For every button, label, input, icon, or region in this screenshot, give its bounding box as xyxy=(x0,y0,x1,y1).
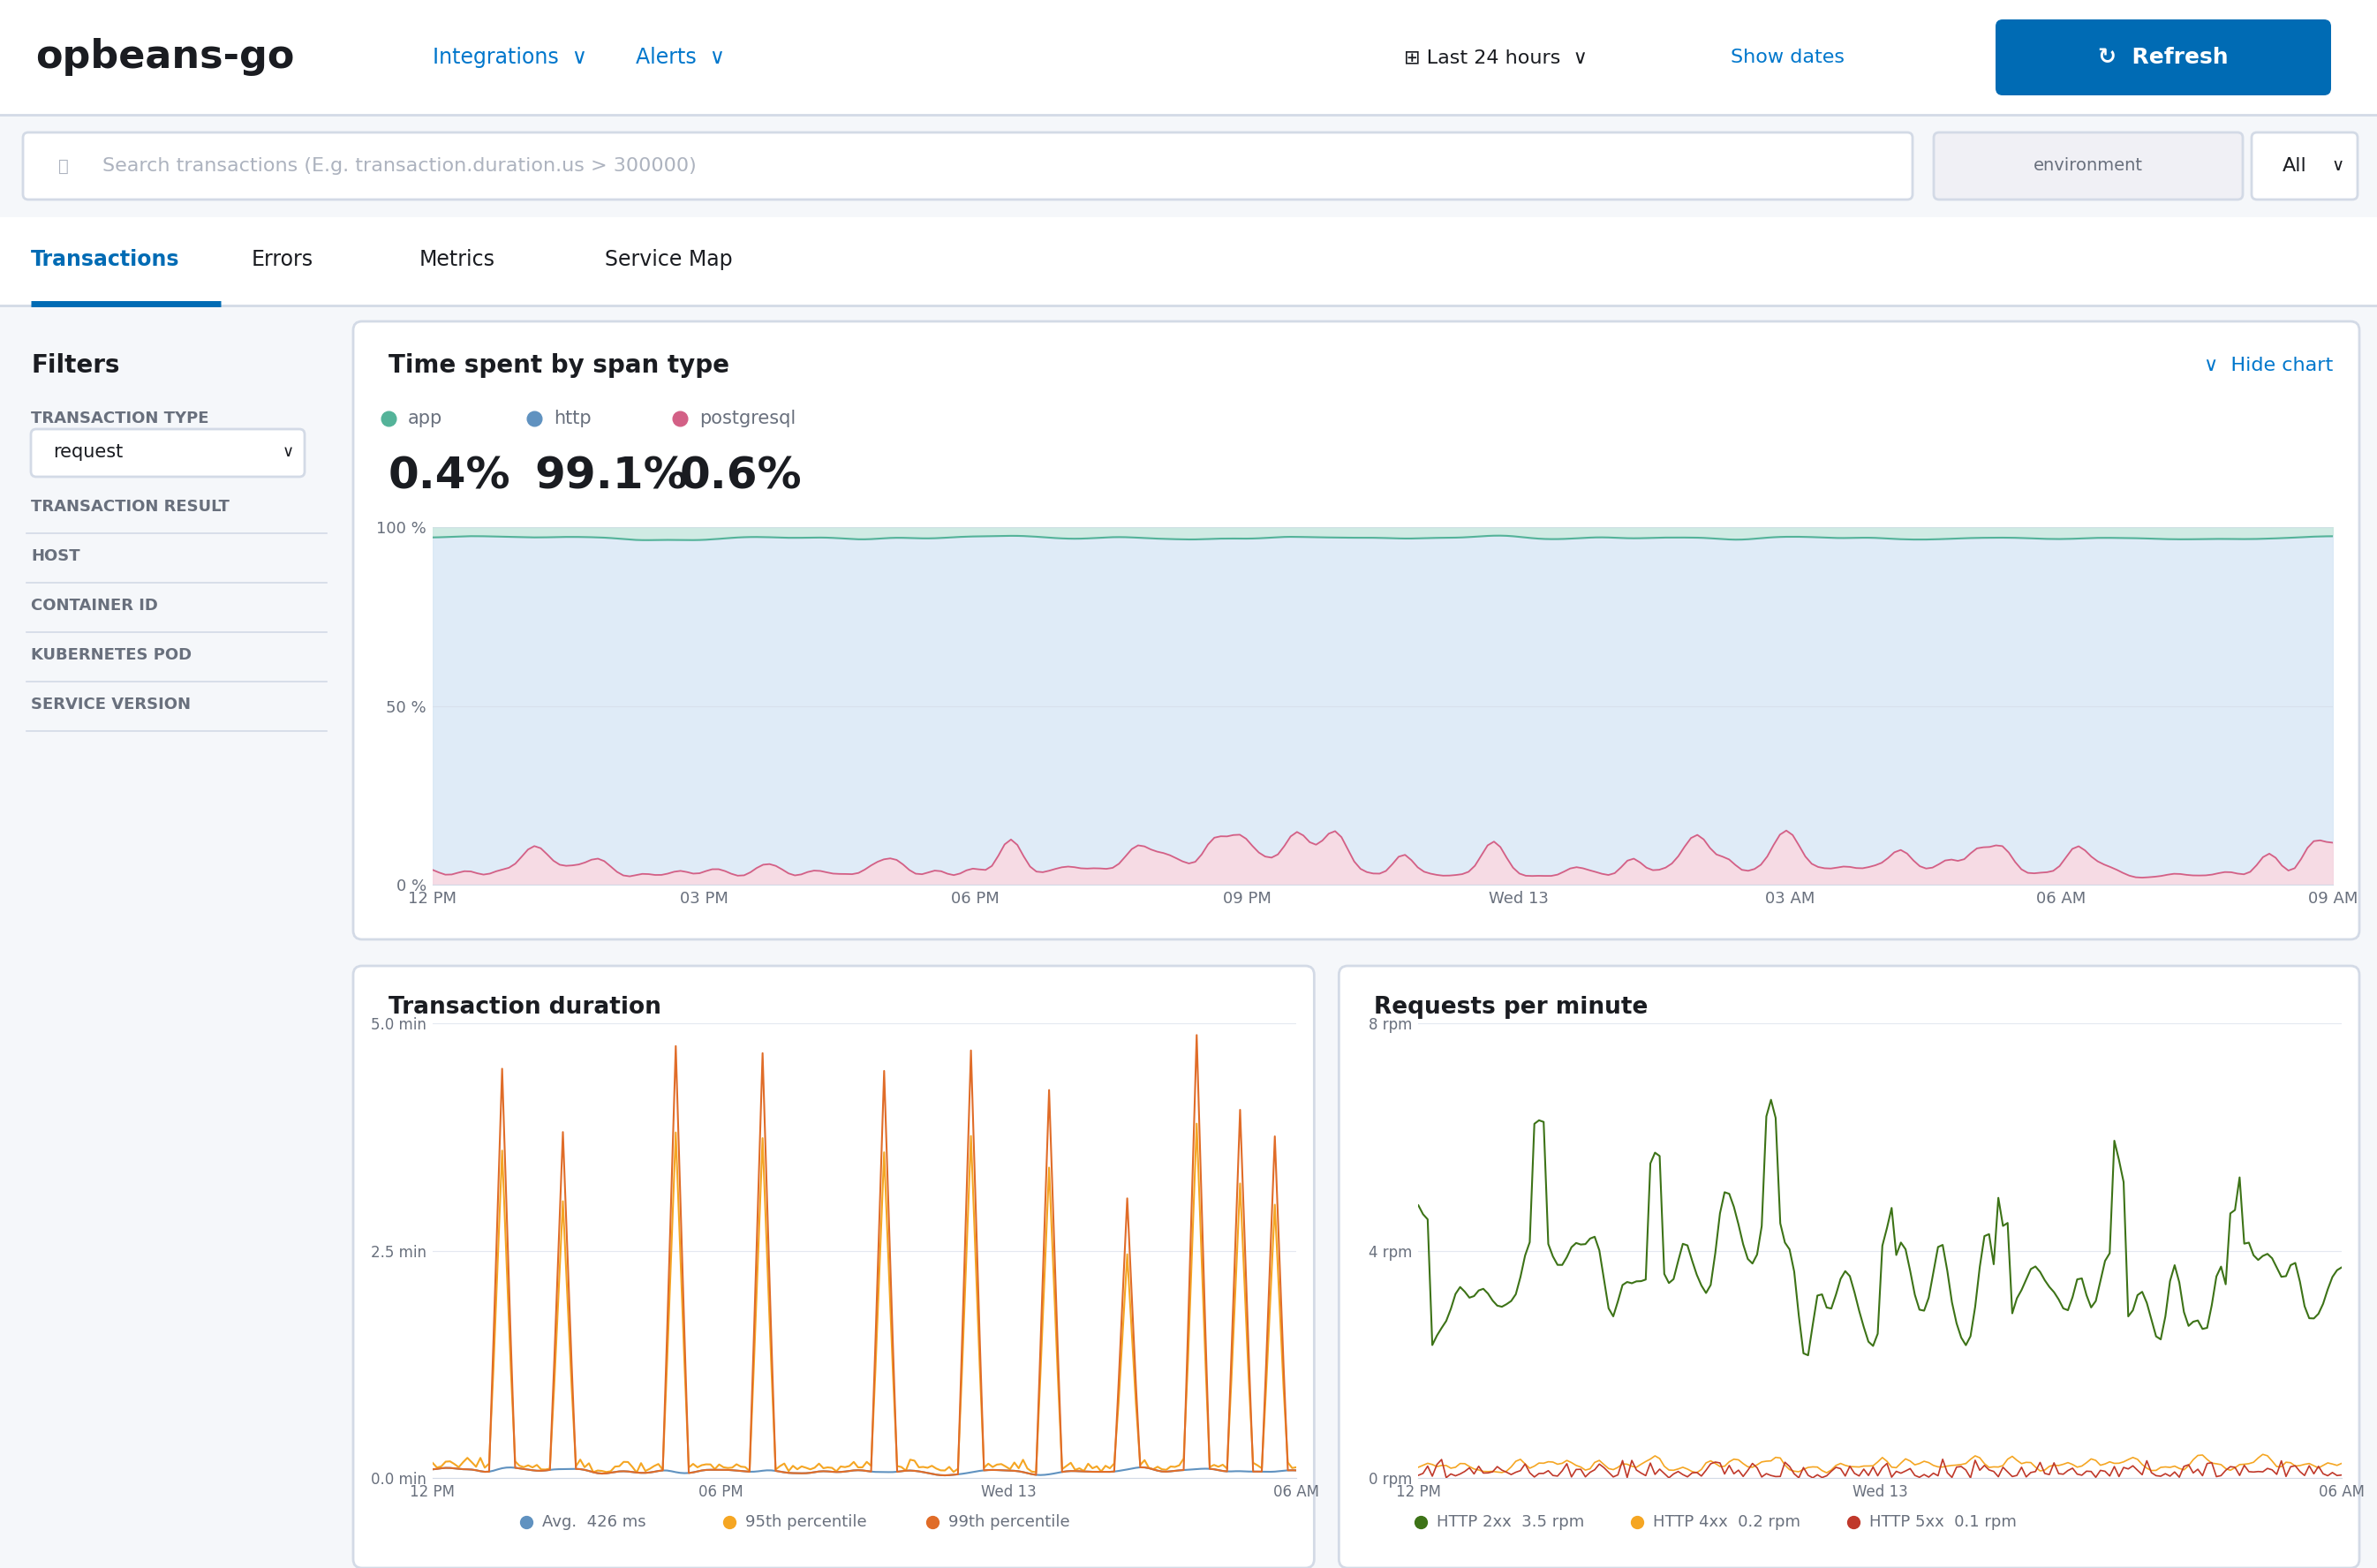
Text: Filters: Filters xyxy=(31,353,119,378)
Text: request: request xyxy=(52,444,124,461)
Text: 99.1%: 99.1% xyxy=(535,455,687,497)
Text: 🔍: 🔍 xyxy=(59,158,69,174)
Text: Requests per minute: Requests per minute xyxy=(1374,996,1647,1019)
Text: postgresql: postgresql xyxy=(699,409,796,428)
Text: Errors: Errors xyxy=(252,249,314,270)
FancyBboxPatch shape xyxy=(0,218,2377,306)
Text: 0.6%: 0.6% xyxy=(680,455,803,497)
FancyBboxPatch shape xyxy=(0,114,2377,218)
FancyBboxPatch shape xyxy=(0,0,2377,114)
FancyBboxPatch shape xyxy=(354,321,2360,939)
Text: Transaction duration: Transaction duration xyxy=(387,996,661,1019)
Text: All: All xyxy=(2282,157,2308,174)
FancyBboxPatch shape xyxy=(354,966,1314,1568)
Text: 0.4%: 0.4% xyxy=(387,455,511,497)
Text: SERVICE VERSION: SERVICE VERSION xyxy=(31,696,190,712)
Text: Show dates: Show dates xyxy=(1730,49,1845,66)
Text: CONTAINER ID: CONTAINER ID xyxy=(31,597,157,613)
Text: HTTP 5xx  0.1 rpm: HTTP 5xx 0.1 rpm xyxy=(1868,1515,2016,1530)
Text: ⊞ Last 24 hours  ∨: ⊞ Last 24 hours ∨ xyxy=(1405,49,1588,66)
Text: Transactions: Transactions xyxy=(31,249,181,270)
Text: opbeans-go: opbeans-go xyxy=(36,38,295,77)
Text: ∨: ∨ xyxy=(2332,158,2344,174)
Text: Metrics: Metrics xyxy=(418,249,494,270)
Text: HTTP 4xx  0.2 rpm: HTTP 4xx 0.2 rpm xyxy=(1652,1515,1799,1530)
Text: Alerts  ∨: Alerts ∨ xyxy=(635,47,725,67)
Text: TRANSACTION TYPE: TRANSACTION TYPE xyxy=(31,411,209,426)
FancyBboxPatch shape xyxy=(0,306,345,1568)
Text: ∨: ∨ xyxy=(283,444,295,459)
Text: http: http xyxy=(554,409,592,428)
Text: Integrations  ∨: Integrations ∨ xyxy=(433,47,587,67)
Text: Service Map: Service Map xyxy=(604,249,732,270)
Text: KUBERNETES POD: KUBERNETES POD xyxy=(31,648,193,663)
Text: ∨  Hide chart: ∨ Hide chart xyxy=(2203,356,2332,375)
Text: 99th percentile: 99th percentile xyxy=(948,1515,1070,1530)
Text: HTTP 2xx  3.5 rpm: HTTP 2xx 3.5 rpm xyxy=(1436,1515,1583,1530)
FancyBboxPatch shape xyxy=(1935,132,2244,199)
Text: Search transactions (E.g. transaction.duration.us > 300000): Search transactions (E.g. transaction.du… xyxy=(102,157,696,174)
Text: environment: environment xyxy=(2032,158,2144,174)
FancyBboxPatch shape xyxy=(1997,19,2332,96)
Text: Time spent by span type: Time spent by span type xyxy=(387,353,730,378)
FancyBboxPatch shape xyxy=(1338,966,2360,1568)
Text: HOST: HOST xyxy=(31,549,81,564)
FancyBboxPatch shape xyxy=(24,132,1913,199)
Text: TRANSACTION RESULT: TRANSACTION RESULT xyxy=(31,499,231,514)
Text: app: app xyxy=(409,409,442,428)
FancyBboxPatch shape xyxy=(31,430,304,477)
Text: Avg.  426 ms: Avg. 426 ms xyxy=(542,1515,647,1530)
Text: ↻  Refresh: ↻ Refresh xyxy=(2099,47,2230,67)
FancyBboxPatch shape xyxy=(2251,132,2358,199)
Text: 95th percentile: 95th percentile xyxy=(744,1515,868,1530)
